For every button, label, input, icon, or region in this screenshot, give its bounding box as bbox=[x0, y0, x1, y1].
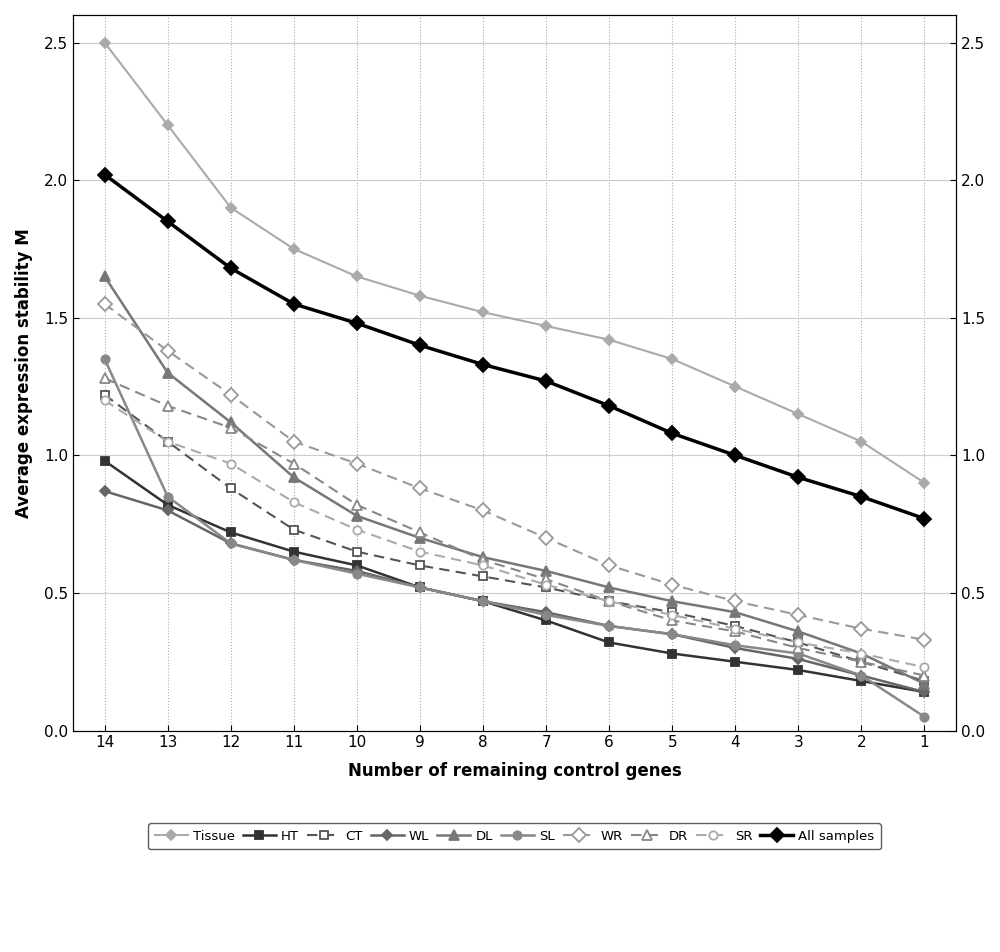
Y-axis label: Average expression stability M: Average expression stability M bbox=[15, 228, 33, 518]
Legend: Tissue, HT, CT, WL, DL, SL, WR, DR, SR, All samples: Tissue, HT, CT, WL, DL, SL, WR, DR, SR, … bbox=[148, 823, 881, 849]
X-axis label: Number of remaining control genes: Number of remaining control genes bbox=[348, 762, 681, 780]
